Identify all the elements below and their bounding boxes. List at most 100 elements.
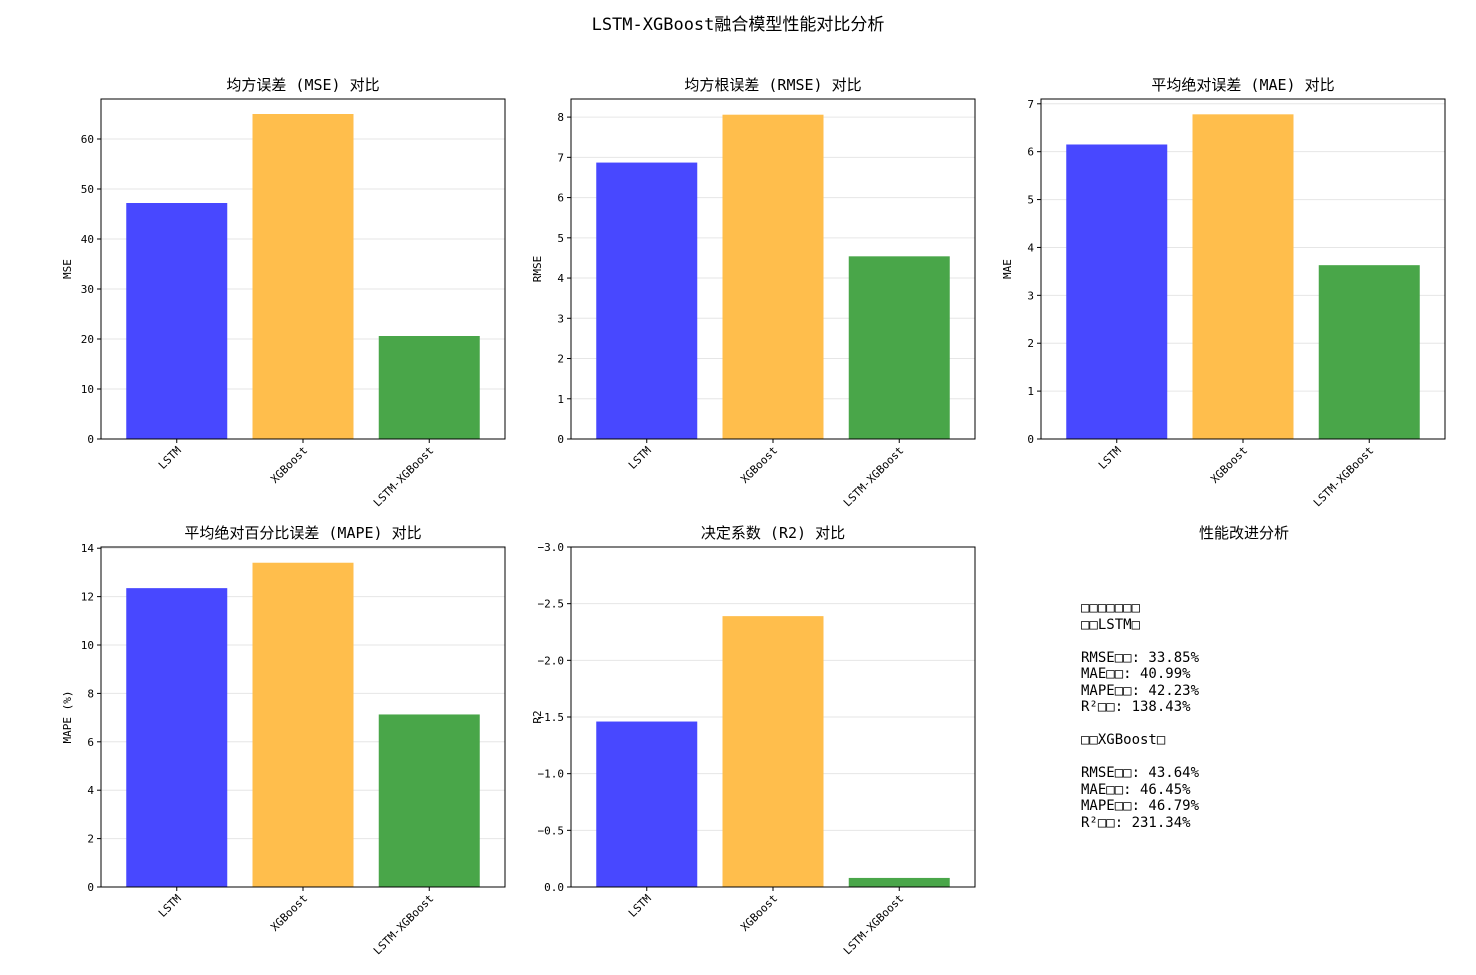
bar-xgboost [1192, 114, 1294, 439]
bar-lstm [596, 721, 698, 887]
x-tick-label: LSTM-XGBoost [841, 444, 906, 509]
axes-frame [100, 98, 506, 440]
figure-title: LSTM-XGBoost融合模型性能对比分析 [591, 15, 885, 35]
summary-line [1081, 716, 1199, 733]
chart-panel-4: LSTM XGBoost LSTM-XGBoost 0 2 4 6 8 10 12 14 平均绝对百分… [61, 524, 506, 957]
y-tick-label: 0 [1027, 433, 1034, 446]
x-tick-label: LSTM [626, 892, 654, 920]
y-tick-label: −1.5 [538, 711, 565, 724]
x-tick-label: XGBoost [268, 444, 310, 486]
x-tick-label: XGBoost [738, 444, 780, 486]
bar-lstm-xgboost [848, 877, 950, 887]
bar-lstm-xgboost [378, 714, 480, 887]
bar-xgboost [722, 114, 824, 439]
summary-line: RMSE□□: 43.64% [1081, 765, 1200, 781]
y-tick-label: 20 [81, 333, 94, 346]
y-tick-label: 10 [81, 383, 94, 396]
summary-line: R²□□: 231.34% [1081, 814, 1191, 831]
y-tick-label: 50 [81, 183, 94, 196]
chart-title: 决定系数 (R2) 对比 [701, 524, 845, 542]
summary-line: □□□□□□□ [1081, 600, 1141, 616]
summary-line: RMSE□□: 33.85% [1081, 649, 1200, 666]
x-tick-label: LSTM-XGBoost [841, 892, 906, 957]
y-tick-label: 2 [1027, 337, 1034, 350]
bar-lstm [1066, 144, 1168, 439]
bar-lstm-xgboost [378, 336, 480, 439]
x-tick-label: XGBoost [268, 892, 310, 934]
summary-title: 性能改进分析 [1198, 524, 1289, 542]
y-tick-label: 40 [81, 233, 94, 246]
y-tick-label: 7 [557, 151, 564, 164]
x-tick-label: LSTM-XGBoost [371, 892, 436, 957]
bar-lstm [126, 203, 228, 439]
y-tick-label: 12 [81, 591, 94, 604]
y-tick-label: −2.5 [538, 598, 565, 611]
summary-line: MAPE□□: 42.23% [1081, 682, 1200, 699]
chart-panel-5: LSTM XGBoost LSTM-XGBoost 0.0 −0.5 −1.0 −1.5 −2… [531, 524, 976, 957]
x-tick-label: LSTM [626, 444, 654, 472]
y-tick-label: 3 [557, 312, 564, 325]
summary-line: R²□□: 138.43% [1081, 699, 1191, 715]
chart-panel-1: LSTM XGBoost LSTM-XGBoost 0 10 20 30 40 50 60 均方误差… [61, 76, 506, 509]
y-tick-label: −0.5 [538, 824, 565, 837]
chart-title: 平均绝对百分比误差 (MAPE) 对比 [184, 524, 421, 542]
bar-xgboost [722, 616, 824, 887]
y-tick-label: 0.0 [544, 881, 564, 894]
y-tick-label: −2.0 [538, 654, 565, 667]
y-tick-label: 6 [557, 192, 564, 205]
y-tick-label: 2 [557, 353, 564, 366]
y-tick-label: 0 [87, 433, 94, 446]
summary-line: MAPE□□: 46.79% [1081, 798, 1200, 814]
summary-text: □□□□□□□ □□LSTM□ RMSE□□: 33.85% MAE□□: 40.99… [1081, 600, 1199, 831]
chart-title: 均方根误差 (RMSE) 对比 [684, 76, 861, 94]
y-tick-label: 4 [87, 784, 94, 797]
y-tick-label: 2 [87, 833, 94, 846]
bar-lstm [126, 588, 228, 887]
y-tick-label: 3 [1027, 289, 1034, 302]
x-tick-label: XGBoost [738, 892, 780, 934]
axes-frame [570, 98, 976, 440]
y-tick-label: 30 [81, 283, 94, 296]
chart-panel-2: LSTM XGBoost LSTM-XGBoost 0 1 2 3 4 5 6 7 8 均方根误差 (R… [531, 76, 976, 509]
y-tick-label: 14 [81, 542, 95, 555]
y-tick-label: 7 [1027, 98, 1034, 111]
x-tick-label: XGBoost [1208, 444, 1250, 486]
summary-line [1081, 749, 1199, 766]
y-axis-label: MAE [1001, 259, 1014, 279]
y-tick-label: 0 [557, 433, 564, 446]
x-tick-label: LSTM [156, 444, 184, 472]
summary-line: □□LSTM□ [1081, 616, 1141, 633]
y-tick-label: 0 [87, 881, 94, 894]
y-axis-label: R2 [531, 710, 544, 723]
y-axis-label: RMSE [531, 256, 544, 283]
y-tick-label: 6 [1027, 146, 1034, 159]
chart-panel-3: LSTM XGBoost LSTM-XGBoost 0 1 2 3 4 5 6 7 平均绝对误差 (M… [1001, 76, 1446, 509]
y-tick-label: 10 [81, 639, 94, 652]
chart-title: 均方误差 (MSE) 对比 [226, 76, 379, 94]
y-axis-label: MAPE (%) [61, 691, 74, 744]
chart-title: 平均绝对误差 (MAE) 对比 [1151, 76, 1334, 94]
x-tick-label: LSTM [156, 892, 184, 920]
y-tick-label: 60 [81, 133, 94, 146]
x-tick-label: LSTM-XGBoost [1311, 444, 1376, 509]
y-tick-label: 1 [557, 393, 564, 406]
y-tick-label: 4 [1027, 241, 1034, 254]
y-tick-label: 5 [1027, 194, 1034, 207]
y-tick-label: 1 [1027, 385, 1034, 398]
summary-line: □□XGBoost□ [1081, 732, 1166, 748]
bar-lstm-xgboost [848, 256, 950, 439]
summary-line: MAE□□: 46.45% [1081, 781, 1191, 798]
x-tick-label: LSTM-XGBoost [371, 444, 436, 509]
summary-line: MAE□□: 40.99% [1081, 666, 1191, 682]
axes-frame [1040, 98, 1446, 440]
bar-xgboost [252, 114, 354, 439]
y-tick-label: 8 [557, 111, 564, 124]
summary-line [1081, 633, 1199, 650]
bar-xgboost [252, 562, 354, 887]
y-tick-label: 8 [87, 687, 94, 700]
y-tick-label: 4 [557, 272, 564, 285]
axes-frame [100, 546, 506, 888]
x-tick-label: LSTM [1096, 444, 1124, 472]
y-tick-label: 5 [557, 232, 564, 245]
